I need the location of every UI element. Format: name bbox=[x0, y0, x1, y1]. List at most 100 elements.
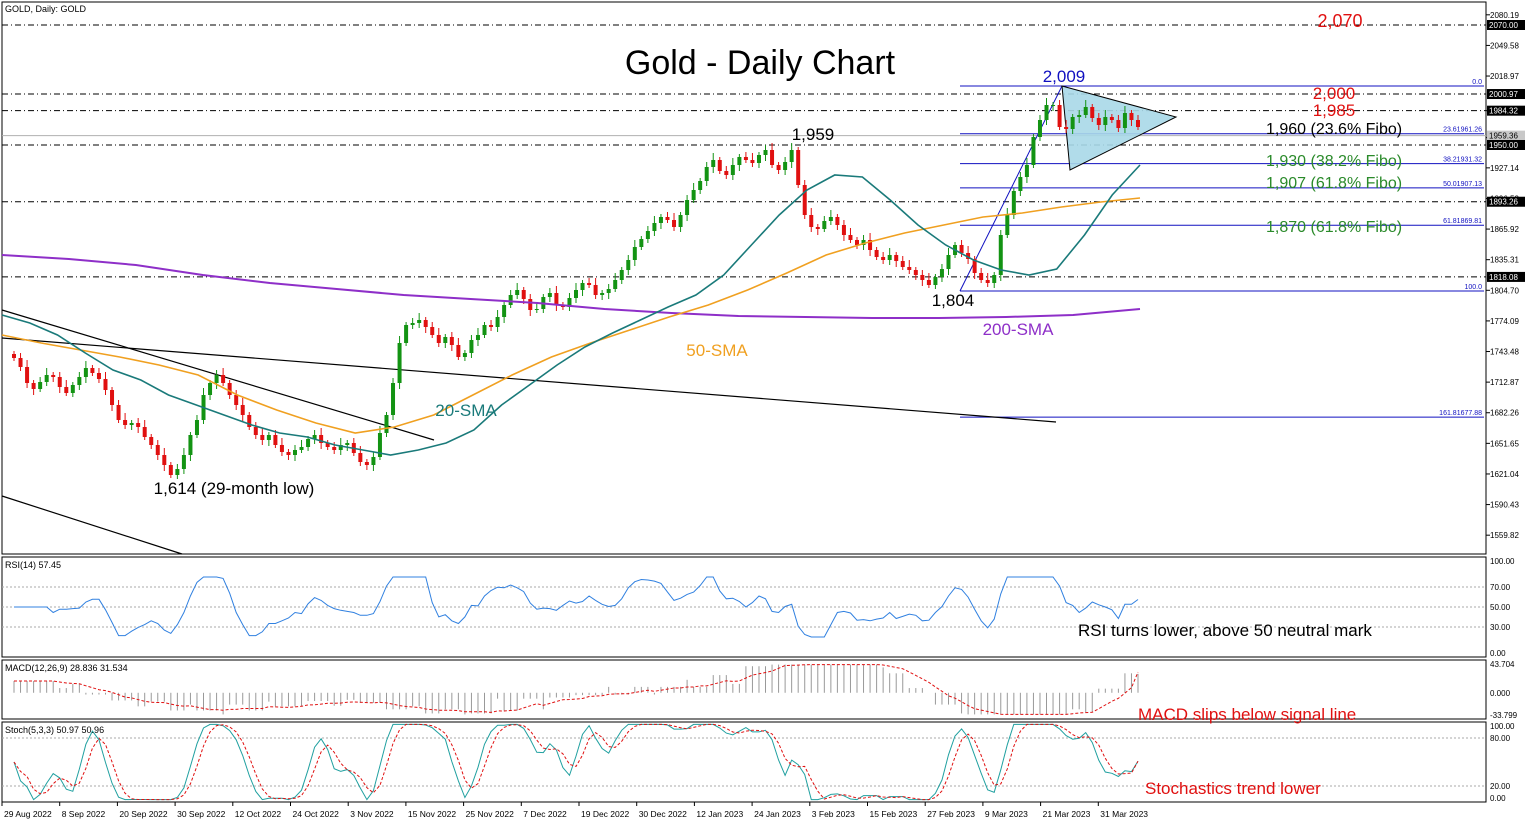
candle-body bbox=[306, 439, 311, 447]
candle-body bbox=[900, 261, 905, 267]
candle-body bbox=[260, 435, 265, 440]
candle-body bbox=[1090, 107, 1095, 118]
candle-body bbox=[593, 285, 598, 295]
price-tag-label: 1984.32 bbox=[1489, 107, 1518, 116]
candle-body bbox=[469, 340, 474, 353]
candle-body bbox=[626, 260, 631, 270]
candle-body bbox=[776, 165, 781, 170]
x-tick-label: 9 Mar 2023 bbox=[985, 809, 1028, 819]
candle-body bbox=[475, 335, 480, 340]
candle-body bbox=[652, 223, 657, 231]
candle-body bbox=[730, 165, 735, 175]
candle-body bbox=[18, 358, 23, 367]
candle-body bbox=[51, 375, 56, 377]
candle-body bbox=[168, 465, 173, 475]
candle-body bbox=[83, 368, 88, 377]
y-tick-label: 1835.31 bbox=[1490, 256, 1519, 265]
candle-body bbox=[750, 160, 755, 163]
candle-body bbox=[129, 423, 134, 425]
candle-body bbox=[1064, 127, 1069, 129]
stoch-tick-label: 0.00 bbox=[1490, 794, 1506, 803]
candle-body bbox=[371, 457, 376, 465]
candle-body bbox=[495, 317, 500, 327]
candle-body bbox=[632, 247, 637, 260]
x-tick-label: 12 Oct 2022 bbox=[235, 809, 282, 819]
annot-fibo-1907: 1,907 (61.8% Fibo) bbox=[1266, 175, 1402, 192]
candle-body bbox=[155, 445, 160, 455]
annot-fibo-1930: 1,930 (38.2% Fibo) bbox=[1266, 153, 1402, 170]
rsi-tick-label: 50.00 bbox=[1490, 603, 1511, 612]
y-tick-label: 1804.70 bbox=[1490, 286, 1519, 295]
candle-body bbox=[1037, 120, 1042, 137]
sma50-line bbox=[1, 197, 1141, 434]
macd-tick-label: 43.704 bbox=[1490, 660, 1515, 669]
y-tick-label: 1865.92 bbox=[1490, 225, 1519, 234]
candle-body bbox=[613, 280, 618, 289]
candle-body bbox=[574, 290, 578, 298]
fibo-level-label: 100.0 bbox=[1464, 284, 1482, 291]
candle-body bbox=[979, 273, 984, 280]
annot-macd-note: MACD slips below signal line bbox=[1138, 705, 1356, 724]
macd-layer bbox=[13, 664, 1139, 715]
y-tick-label: 2049.58 bbox=[1490, 41, 1519, 50]
candle-body bbox=[1044, 105, 1049, 120]
candle-body bbox=[1011, 191, 1016, 215]
rsi-line bbox=[14, 576, 1139, 638]
candle-body bbox=[521, 290, 526, 299]
candle-body bbox=[299, 447, 304, 450]
candle-body bbox=[508, 295, 513, 305]
candle-body bbox=[1096, 118, 1101, 125]
annot-2009: 2,009 bbox=[1043, 67, 1086, 86]
x-tick-label: 7 Dec 2022 bbox=[523, 809, 567, 819]
candle-body bbox=[770, 150, 775, 165]
candle-body bbox=[194, 420, 199, 435]
x-tick-label: 21 Mar 2023 bbox=[1043, 809, 1091, 819]
candle-body bbox=[57, 377, 62, 387]
candle-body bbox=[639, 239, 644, 247]
candle-body bbox=[881, 257, 886, 260]
fibo-trend-line bbox=[959, 85, 1063, 292]
candle-body bbox=[397, 343, 402, 383]
candle-body bbox=[717, 160, 722, 171]
candle-body bbox=[358, 453, 363, 462]
candle-body bbox=[756, 155, 761, 163]
fibo-level-label: 0.0 bbox=[1472, 79, 1482, 86]
x-tick-label: 20 Sep 2022 bbox=[119, 809, 167, 819]
candle-body bbox=[227, 383, 232, 395]
candle-body bbox=[338, 445, 343, 450]
annot-fibo-1960: 1,960 (23.6% Fibo) bbox=[1266, 121, 1402, 138]
candle-body bbox=[1083, 107, 1088, 115]
candle-body bbox=[384, 415, 389, 433]
macd-signal-line bbox=[14, 664, 1139, 715]
candle-body bbox=[645, 231, 650, 239]
candle-body bbox=[443, 337, 448, 343]
price-tag-label: 1893.26 bbox=[1489, 198, 1518, 207]
price-tag-box bbox=[1487, 130, 1525, 141]
annot-fibo-1870: 1,870 (61.8% Fibo) bbox=[1266, 219, 1402, 236]
y-tick-label: 2080.19 bbox=[1490, 11, 1519, 20]
candle-body bbox=[38, 382, 43, 389]
candle-body bbox=[894, 255, 899, 261]
candle-body bbox=[606, 289, 611, 293]
fibo-level-label: 61.81869.81 bbox=[1443, 218, 1482, 225]
candle-body bbox=[868, 240, 873, 250]
candle-body bbox=[1005, 215, 1010, 235]
candle-body bbox=[737, 157, 742, 165]
candle-body bbox=[103, 379, 108, 390]
candle-body bbox=[1018, 177, 1023, 191]
candle-body bbox=[332, 447, 337, 450]
stoch-tick-label: 100.00 bbox=[1490, 722, 1515, 731]
candle-body bbox=[345, 443, 350, 445]
candle-body bbox=[181, 455, 186, 469]
candle-body bbox=[1136, 120, 1140, 127]
candle-body bbox=[985, 280, 990, 283]
macd-label: MACD(12,26,9) 28.836 31.534 bbox=[5, 663, 128, 673]
candle-body bbox=[907, 267, 912, 270]
candle-body bbox=[1077, 115, 1082, 117]
candle-body bbox=[913, 270, 918, 275]
x-tick-label: 19 Dec 2022 bbox=[581, 809, 629, 819]
candle-body bbox=[672, 220, 677, 227]
candle-body bbox=[920, 275, 925, 280]
candle-body bbox=[743, 157, 748, 160]
